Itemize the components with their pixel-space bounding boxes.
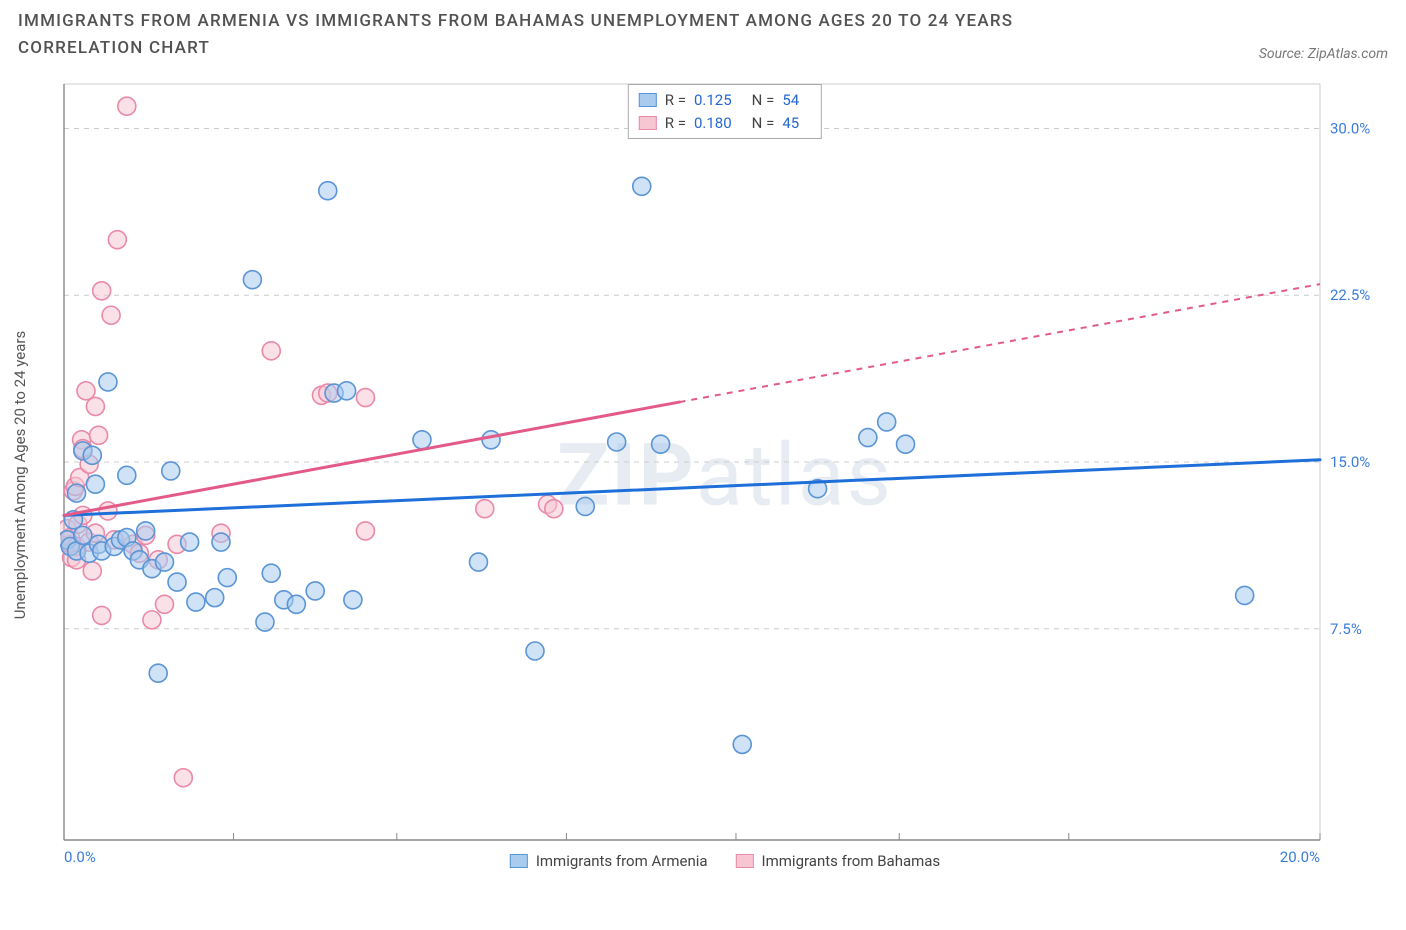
svg-text:22.5%: 22.5% — [1330, 286, 1370, 304]
source-label: Source: ZipAtlas.com — [1259, 46, 1388, 62]
swatch-armenia — [510, 854, 528, 868]
legend-item-armenia: Immigrants from Armenia — [510, 852, 708, 870]
svg-text:20.0%: 20.0% — [1280, 848, 1320, 866]
legend-item-bahamas: Immigrants from Bahamas — [736, 852, 941, 870]
swatch-bahamas — [736, 854, 754, 868]
plot-container: Unemployment Among Ages 20 to 24 years Z… — [60, 80, 1390, 870]
svg-text:30.0%: 30.0% — [1330, 119, 1370, 137]
stat-row-bahamas: R = 0.180 N = 45 — [639, 112, 811, 135]
chart-title: IMMIGRANTS FROM ARMENIA VS IMMIGRANTS FR… — [18, 8, 1118, 62]
y-axis-label: Unemployment Among Ages 20 to 24 years — [11, 331, 29, 619]
swatch-bahamas — [639, 116, 657, 130]
scatter-plot: 7.5% 15.0% 22.5% 30.0% 0.0% 20.0% — [60, 80, 1390, 870]
swatch-armenia — [639, 93, 657, 107]
stat-legend: R = 0.125 N = 54 R = 0.180 N = 45 — [628, 84, 822, 139]
svg-text:7.5%: 7.5% — [1330, 620, 1362, 638]
svg-text:0.0%: 0.0% — [64, 848, 96, 866]
svg-text:15.0%: 15.0% — [1330, 453, 1370, 471]
stat-row-armenia: R = 0.125 N = 54 — [639, 89, 811, 112]
bottom-legend: Immigrants from Armenia Immigrants from … — [510, 852, 940, 870]
header: IMMIGRANTS FROM ARMENIA VS IMMIGRANTS FR… — [18, 8, 1388, 62]
